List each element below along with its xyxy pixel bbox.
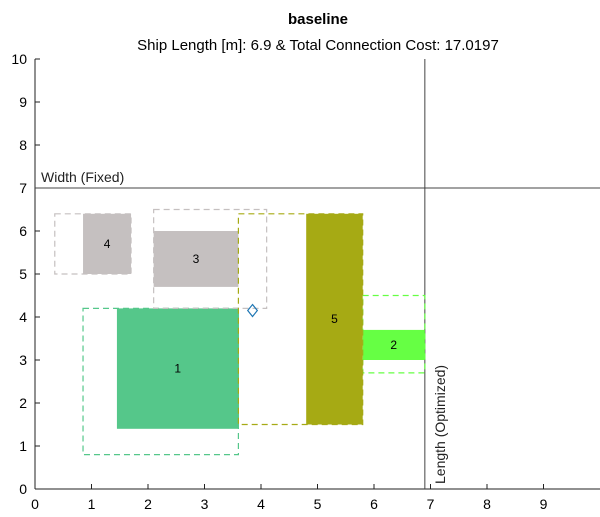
x-tick-label: 7 [427, 496, 435, 512]
y-tick-label: 5 [19, 266, 27, 282]
y-tick-label: 2 [19, 395, 27, 411]
component-5-label: 5 [331, 312, 338, 326]
component-2 [362, 329, 425, 360]
x-tick-label: 2 [144, 496, 152, 512]
x-tick-label: 5 [314, 496, 322, 512]
chart-title: baseline [288, 11, 348, 28]
component-1-clearance [82, 307, 240, 456]
component-4 [83, 213, 132, 274]
y-tick-label: 4 [19, 309, 27, 325]
component-5 [306, 213, 363, 425]
y-tick-label: 1 [19, 438, 27, 454]
component-5-clearance [237, 213, 364, 426]
x-tick-label: 1 [88, 496, 96, 512]
x-tick-label: 3 [201, 496, 209, 512]
y-tick-label: 10 [11, 51, 27, 67]
component-3-clearance [153, 208, 268, 310]
component-4-clearance [54, 213, 132, 275]
y-tick-label: 9 [19, 94, 27, 110]
x-tick-label: 8 [483, 496, 491, 512]
component-1 [116, 308, 239, 429]
component-2-label: 2 [390, 338, 397, 352]
component-3 [153, 231, 239, 287]
y-tick-label: 3 [19, 352, 27, 368]
x-tick-label: 6 [370, 496, 378, 512]
y-tick-label: 0 [19, 481, 27, 497]
y-tick-label: 6 [19, 223, 27, 239]
chart-subtitle: Ship Length [m]: 6.9 & Total Connection … [137, 37, 499, 54]
x-tick-label: 0 [31, 496, 39, 512]
x-tick-label: 9 [540, 496, 548, 512]
y-tick-label: 7 [19, 180, 27, 196]
component-4-label: 4 [104, 237, 111, 251]
component-3-label: 3 [193, 252, 200, 266]
width-fixed-label: Width (Fixed) [41, 169, 124, 185]
y-tick-label: 8 [19, 137, 27, 153]
diamond-marker [246, 303, 259, 318]
x-tick-label: 4 [257, 496, 265, 512]
length-optimized-label: Length (Optimized) [432, 365, 448, 484]
component-1-label: 1 [174, 362, 181, 376]
